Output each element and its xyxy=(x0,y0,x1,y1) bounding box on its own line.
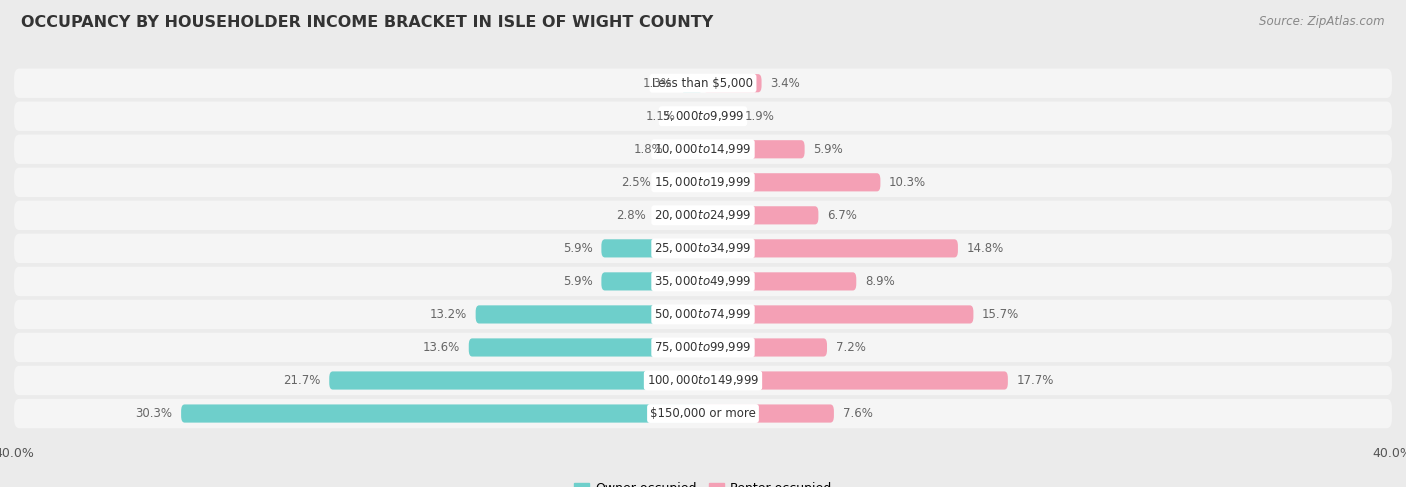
FancyBboxPatch shape xyxy=(475,305,703,323)
Text: 1.8%: 1.8% xyxy=(634,143,664,156)
FancyBboxPatch shape xyxy=(659,173,703,191)
Text: 13.2%: 13.2% xyxy=(430,308,467,321)
Text: 13.6%: 13.6% xyxy=(423,341,460,354)
Text: 2.5%: 2.5% xyxy=(621,176,651,189)
FancyBboxPatch shape xyxy=(14,201,1392,230)
Text: $100,000 to $149,999: $100,000 to $149,999 xyxy=(647,374,759,388)
Text: 1.9%: 1.9% xyxy=(744,110,775,123)
Text: $20,000 to $24,999: $20,000 to $24,999 xyxy=(654,208,752,223)
Text: $35,000 to $49,999: $35,000 to $49,999 xyxy=(654,274,752,288)
Text: 1.1%: 1.1% xyxy=(645,110,675,123)
Text: 15.7%: 15.7% xyxy=(981,308,1019,321)
FancyBboxPatch shape xyxy=(468,338,703,356)
FancyBboxPatch shape xyxy=(703,173,880,191)
Text: 10.3%: 10.3% xyxy=(889,176,927,189)
Text: $75,000 to $99,999: $75,000 to $99,999 xyxy=(654,340,752,355)
Text: $10,000 to $14,999: $10,000 to $14,999 xyxy=(654,142,752,156)
FancyBboxPatch shape xyxy=(329,372,703,390)
Text: 1.3%: 1.3% xyxy=(643,77,672,90)
FancyBboxPatch shape xyxy=(703,404,834,423)
Text: 30.3%: 30.3% xyxy=(135,407,173,420)
Text: 2.8%: 2.8% xyxy=(616,209,647,222)
FancyBboxPatch shape xyxy=(14,300,1392,329)
Text: 14.8%: 14.8% xyxy=(966,242,1004,255)
Text: 5.9%: 5.9% xyxy=(813,143,844,156)
FancyBboxPatch shape xyxy=(602,272,703,290)
FancyBboxPatch shape xyxy=(14,134,1392,164)
FancyBboxPatch shape xyxy=(703,239,957,258)
FancyBboxPatch shape xyxy=(703,206,818,225)
FancyBboxPatch shape xyxy=(14,168,1392,197)
FancyBboxPatch shape xyxy=(681,74,703,93)
Text: OCCUPANCY BY HOUSEHOLDER INCOME BRACKET IN ISLE OF WIGHT COUNTY: OCCUPANCY BY HOUSEHOLDER INCOME BRACKET … xyxy=(21,15,713,30)
FancyBboxPatch shape xyxy=(703,140,804,158)
FancyBboxPatch shape xyxy=(703,338,827,356)
Text: 3.4%: 3.4% xyxy=(770,77,800,90)
FancyBboxPatch shape xyxy=(685,107,703,125)
Text: Source: ZipAtlas.com: Source: ZipAtlas.com xyxy=(1260,15,1385,28)
FancyBboxPatch shape xyxy=(14,333,1392,362)
FancyBboxPatch shape xyxy=(14,366,1392,395)
Text: Less than $5,000: Less than $5,000 xyxy=(652,77,754,90)
Text: 17.7%: 17.7% xyxy=(1017,374,1054,387)
Text: $15,000 to $19,999: $15,000 to $19,999 xyxy=(654,175,752,189)
Text: 6.7%: 6.7% xyxy=(827,209,856,222)
Text: $150,000 or more: $150,000 or more xyxy=(650,407,756,420)
Text: 5.9%: 5.9% xyxy=(562,242,593,255)
FancyBboxPatch shape xyxy=(14,267,1392,296)
FancyBboxPatch shape xyxy=(703,305,973,323)
FancyBboxPatch shape xyxy=(602,239,703,258)
FancyBboxPatch shape xyxy=(14,399,1392,428)
FancyBboxPatch shape xyxy=(703,107,735,125)
Text: 8.9%: 8.9% xyxy=(865,275,894,288)
FancyBboxPatch shape xyxy=(655,206,703,225)
Text: 7.2%: 7.2% xyxy=(835,341,866,354)
FancyBboxPatch shape xyxy=(703,372,1008,390)
Legend: Owner-occupied, Renter-occupied: Owner-occupied, Renter-occupied xyxy=(568,477,838,487)
FancyBboxPatch shape xyxy=(181,404,703,423)
Text: $5,000 to $9,999: $5,000 to $9,999 xyxy=(662,109,744,123)
Text: 21.7%: 21.7% xyxy=(283,374,321,387)
Text: $50,000 to $74,999: $50,000 to $74,999 xyxy=(654,307,752,321)
FancyBboxPatch shape xyxy=(14,102,1392,131)
FancyBboxPatch shape xyxy=(14,234,1392,263)
Text: 7.6%: 7.6% xyxy=(842,407,872,420)
Text: 5.9%: 5.9% xyxy=(562,275,593,288)
FancyBboxPatch shape xyxy=(672,140,703,158)
Text: $25,000 to $34,999: $25,000 to $34,999 xyxy=(654,242,752,255)
FancyBboxPatch shape xyxy=(703,272,856,290)
FancyBboxPatch shape xyxy=(14,69,1392,98)
FancyBboxPatch shape xyxy=(703,74,762,93)
